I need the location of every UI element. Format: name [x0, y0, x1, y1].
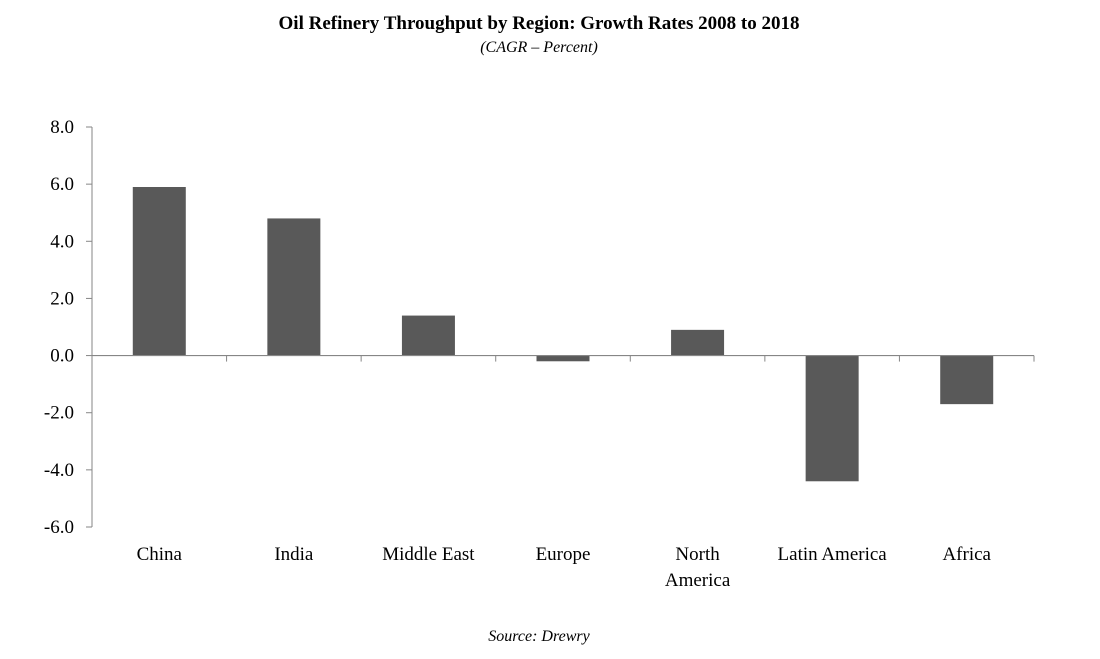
y-tick-label: 8.0	[50, 117, 74, 138]
x-tick-label: North America	[665, 544, 731, 591]
y-tick-label: -4.0	[44, 460, 74, 481]
y-tick-label: -6.0	[44, 517, 74, 538]
y-tick-label: 0.0	[50, 346, 74, 367]
bar-china	[132, 187, 186, 356]
chart-title: Oil Refinery Throughput by Region: Growt…	[279, 13, 800, 34]
y-tick-label: 4.0	[50, 231, 74, 252]
y-tick-label: 6.0	[50, 174, 74, 195]
bar-india	[267, 218, 321, 356]
x-tick-label: China	[137, 544, 183, 565]
bar-europe	[536, 355, 590, 362]
bar-latin-america	[805, 355, 859, 482]
bar-africa	[940, 355, 994, 405]
y-tick-label: 2.0	[50, 288, 74, 309]
y-tick-label: -2.0	[44, 403, 74, 424]
x-tick-label: Africa	[942, 544, 991, 565]
x-tick-label: Europe	[536, 544, 591, 565]
bar-middle-east	[401, 315, 455, 356]
chart-source: Source: Drewry	[488, 628, 590, 645]
x-tick-label: Latin America	[778, 544, 888, 565]
x-tick-label: Middle East	[382, 544, 475, 565]
chart-subtitle: (CAGR – Percent)	[480, 39, 598, 56]
x-tick-label: India	[274, 544, 314, 565]
bar-north-america	[671, 329, 725, 356]
